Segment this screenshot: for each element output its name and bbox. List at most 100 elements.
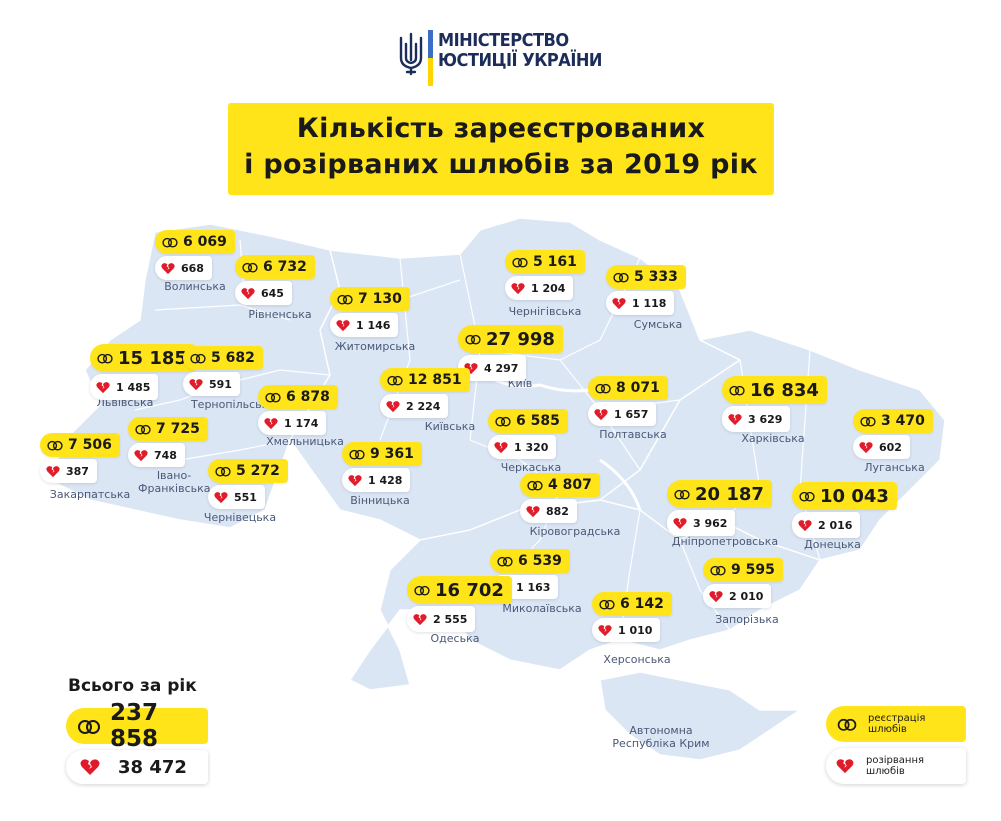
divorces-pill: 882 [520,499,577,523]
marriages-pill: 7 130 [330,287,410,311]
region-stat: 7 130 1 146 [330,287,418,337]
marriages-pill: 8 071 [588,376,668,400]
region-stat: 8 071 1 657 [588,376,676,426]
divorces-pill: 3 962 [667,510,736,536]
trident-icon [399,32,423,76]
marriages-value: 7 130 [358,291,402,307]
marriages-value: 20 187 [695,483,764,505]
region-name: Івано-Франківська [138,469,211,495]
totals-divorces: 38 472 [66,750,208,784]
marriages-pill: 27 998 [458,325,563,353]
marriages-pill: 9 595 [703,558,783,582]
region-stat: 5 161 1 204 [505,250,593,300]
divorces-pill: 1 428 [342,468,411,492]
divorces-pill: 645 [235,281,292,305]
totals-marriages: 237 858 [66,700,208,752]
wedding-rings-icon [495,416,511,427]
broken-heart-icon [161,262,175,274]
totals-divorces-value: 38 472 [118,756,187,778]
marriages-pill: 7 506 [40,433,120,457]
divorces-pill: 602 [853,435,910,459]
divorces-pill: 1 146 [330,313,399,337]
broken-heart-icon [673,517,687,529]
wedding-rings-icon [860,416,876,427]
divorces-value: 2 010 [729,589,764,603]
broken-heart-icon [598,624,612,636]
region-stat: 6 878 1 174 [258,385,346,435]
broken-heart-icon [241,287,255,299]
wedding-rings-icon [47,440,63,451]
broken-heart-icon [386,400,400,412]
marriages-value: 27 998 [486,328,555,350]
broken-heart-icon [413,613,427,625]
marriages-value: 16 834 [750,379,819,401]
divorces-pill: 1 204 [505,276,574,300]
wedding-rings-icon [349,449,365,460]
marriages-pill: 10 043 [792,482,897,510]
broken-heart-icon [134,449,148,461]
region-stat: 15 185 1 485 [90,344,195,400]
wedding-rings-icon [337,294,353,305]
marriages-pill: 6 069 [155,230,235,254]
region-stat: 6 539 1 163 [490,549,578,599]
broken-heart-icon [836,759,854,774]
divorces-value: 2 224 [406,399,441,413]
region-stat: 10 043 2 016 [792,482,897,538]
divorces-pill: 387 [40,459,97,483]
legend-marriage: реєстрація шлюбів [826,706,966,742]
wedding-rings-icon [465,334,481,345]
divorces-value: 1 118 [632,296,667,310]
region-stat: 6 069 668 [155,230,243,280]
wedding-rings-icon [190,353,206,364]
divorces-pill: 1 657 [588,402,657,426]
wedding-rings-icon [729,385,745,396]
region-name: Херсонська [603,653,671,666]
broken-heart-icon [859,441,873,453]
region-name: Запорізька [715,613,779,626]
broken-heart-icon [594,408,608,420]
region-stat: 6 732 645 [235,255,323,305]
totals-title: Всього за рік [68,676,197,696]
region-stat: 16 834 3 629 [722,376,827,432]
divorces-value: 3 629 [748,412,783,426]
divorces-pill: 2 010 [703,584,772,608]
divorces-value: 668 [181,261,204,275]
wedding-rings-icon [387,375,403,386]
wedding-rings-icon [799,491,815,502]
marriages-pill: 20 187 [667,480,772,508]
marriages-value: 6 878 [286,389,330,405]
marriages-pill: 3 470 [853,409,933,433]
marriages-pill: 12 851 [380,368,470,392]
broken-heart-icon [464,362,478,374]
marriages-value: 3 470 [881,413,925,429]
marriages-pill: 6 142 [592,592,672,616]
marriages-value: 5 333 [634,269,678,285]
marriages-pill: 16 702 [407,576,512,604]
region-name: Закарпатська [49,488,131,501]
marriages-pill: 5 333 [606,265,686,289]
region-name: Волинська [164,280,226,293]
title-line-1: Кількість зареєстрованих [296,113,706,144]
legend-marriage-label: реєстрація шлюбів [868,713,926,735]
divorces-value: 748 [154,448,177,462]
logo-line-1: МІНІСТЕРСТВО [438,30,569,51]
wedding-rings-icon [512,257,528,268]
broken-heart-icon [264,417,278,429]
crimea-label: Автономна Республіка Крим [612,724,710,750]
marriages-value: 16 702 [435,579,504,601]
divorces-pill: 1 174 [258,411,327,435]
divorces-value: 1 010 [618,623,653,637]
divorces-value: 1 174 [284,416,319,430]
wedding-rings-icon [215,466,231,477]
divorces-value: 602 [879,440,902,454]
title-banner: Кількість зареєстрованих і розірваних шл… [228,103,774,195]
divorces-value: 2 555 [433,612,468,626]
marriages-value: 6 142 [620,596,664,612]
region-name: Чернігівська [508,305,582,318]
region-stat: 6 585 1 320 [488,409,576,459]
divorces-value: 1 146 [356,318,391,332]
region-stat: 9 361 1 428 [342,442,430,492]
divorces-value: 1 163 [516,580,551,594]
divorces-pill: 1 485 [90,374,159,400]
divorces-pill: 668 [155,256,212,280]
